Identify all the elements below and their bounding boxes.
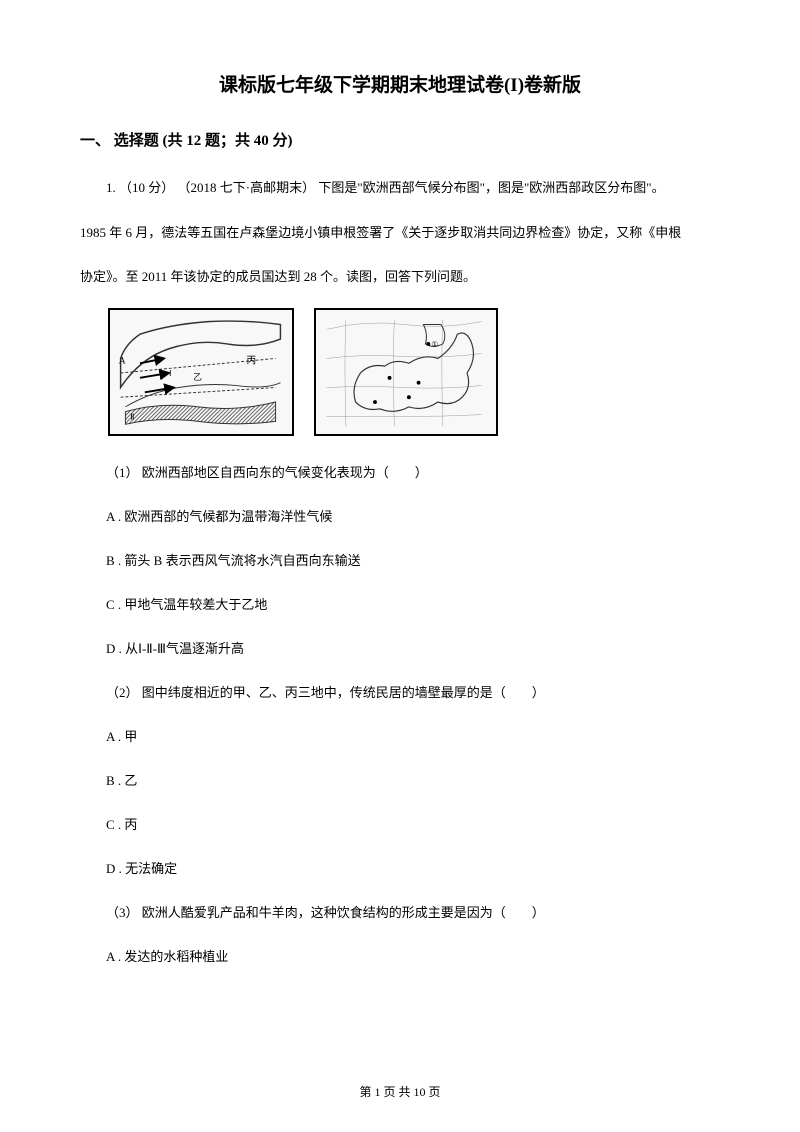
footer-middle: 页 共 <box>383 1085 410 1099</box>
climate-map: A 丙 Ⅰ 乙 Ⅱ <box>108 308 294 436</box>
climate-map-svg: A 丙 Ⅰ 乙 Ⅱ <box>110 310 292 434</box>
option-label: D . <box>106 861 122 876</box>
option-text: 欧洲西部的气候都为温带海洋性气候 <box>124 509 332 524</box>
question-intro-p1: 下图是"欧洲西部气候分布图"，图是"欧洲西部政区分布图"。 <box>318 180 664 195</box>
footer-current: 1 <box>374 1085 380 1099</box>
option-text: 发达的水稻种植业 <box>124 949 228 964</box>
option-label: D . <box>106 641 122 656</box>
sq3-number: （3） <box>106 905 139 920</box>
svg-text:乙: 乙 <box>193 372 202 382</box>
svg-text:①: ① <box>431 340 438 349</box>
section-name: 选择题 <box>114 133 159 149</box>
option-label: A . <box>106 729 121 744</box>
svg-text:Ⅰ: Ⅰ <box>169 368 172 378</box>
sq2-option-d: D . 无法确定 <box>80 856 720 882</box>
option-label: B . <box>106 773 121 788</box>
option-text: 甲地气温年较差大于乙地 <box>124 597 267 612</box>
question-number: 1. <box>106 180 116 195</box>
political-map: ① <box>314 308 498 436</box>
option-text: 乙 <box>124 773 137 788</box>
sq2-number: （2） <box>106 685 139 700</box>
section-header: 一、 选择题 (共 12 题；共 40 分) <box>80 129 720 150</box>
section-number: 一、 <box>80 133 110 149</box>
sq1-text: 欧洲西部地区自西向东的气候变化表现为（ ） <box>142 465 428 480</box>
option-label: C . <box>106 597 121 612</box>
sq3-option-a: A . 发达的水稻种植业 <box>80 944 720 970</box>
option-text: 从Ⅰ-Ⅱ-Ⅲ气温逐渐升高 <box>125 641 244 656</box>
footer-prefix: 第 <box>359 1085 371 1099</box>
sq3-text: 欧洲人酷爱乳产品和牛羊肉，这种饮食结构的形成主要是因为（ ） <box>142 905 545 920</box>
political-map-svg: ① <box>316 310 496 434</box>
svg-text:A: A <box>119 355 126 366</box>
sq2-option-b: B . 乙 <box>80 768 720 794</box>
svg-text:丙: 丙 <box>247 355 257 366</box>
option-text: 甲 <box>124 729 137 744</box>
sq2-option-a: A . 甲 <box>80 724 720 750</box>
maps-container: A 丙 Ⅰ 乙 Ⅱ ① <box>108 308 720 436</box>
question-intro-line3: 协定》。至 2011 年该协定的成员国达到 28 个。读图，回答下列问题。 <box>80 263 720 292</box>
sub-question-1: （1） 欧洲西部地区自西向东的气候变化表现为（ ） <box>80 460 720 486</box>
sq2-option-c: C . 丙 <box>80 812 720 838</box>
option-label: A . <box>106 949 121 964</box>
sq1-option-a: A . 欧洲西部的气候都为温带海洋性气候 <box>80 504 720 530</box>
option-text: 丙 <box>124 817 137 832</box>
option-label: B . <box>106 553 121 568</box>
question-intro-line2: 1985 年 6 月，德法等五国在卢森堡边境小镇申根签署了《关于逐步取消共同边界… <box>80 219 720 248</box>
question-intro: 1. （10 分） （2018 七下·高邮期末） 下图是"欧洲西部气候分布图"，… <box>80 174 720 203</box>
option-label: C . <box>106 817 121 832</box>
exam-title: 课标版七年级下学期期末地理试卷(I)卷新版 <box>80 70 720 97</box>
option-text: 箭头 B 表示西风气流将水汽自西向东输送 <box>124 553 360 568</box>
page-footer: 第 1 页 共 10 页 <box>0 1083 800 1100</box>
option-text: 无法确定 <box>125 861 177 876</box>
sq1-option-b: B . 箭头 B 表示西风气流将水汽自西向东输送 <box>80 548 720 574</box>
question-source: （2018 七下·高邮期末） <box>178 180 316 195</box>
sub-question-3: （3） 欧洲人酷爱乳产品和牛羊肉，这种饮食结构的形成主要是因为（ ） <box>80 900 720 926</box>
sq2-text: 图中纬度相近的甲、乙、丙三地中，传统民居的墙壁最厚的是（ ） <box>142 685 545 700</box>
sq1-option-d: D . 从Ⅰ-Ⅱ-Ⅲ气温逐渐升高 <box>80 636 720 662</box>
sq1-option-c: C . 甲地气温年较差大于乙地 <box>80 592 720 618</box>
svg-text:Ⅱ: Ⅱ <box>130 411 134 421</box>
sq1-number: （1） <box>106 465 139 480</box>
option-label: A . <box>106 509 121 524</box>
footer-suffix: 页 <box>429 1085 441 1099</box>
footer-total: 10 <box>414 1085 426 1099</box>
section-details: (共 12 题；共 40 分) <box>163 133 293 149</box>
question-points: （10 分） <box>119 180 174 195</box>
sub-question-2: （2） 图中纬度相近的甲、乙、丙三地中，传统民居的墙壁最厚的是（ ） <box>80 680 720 706</box>
